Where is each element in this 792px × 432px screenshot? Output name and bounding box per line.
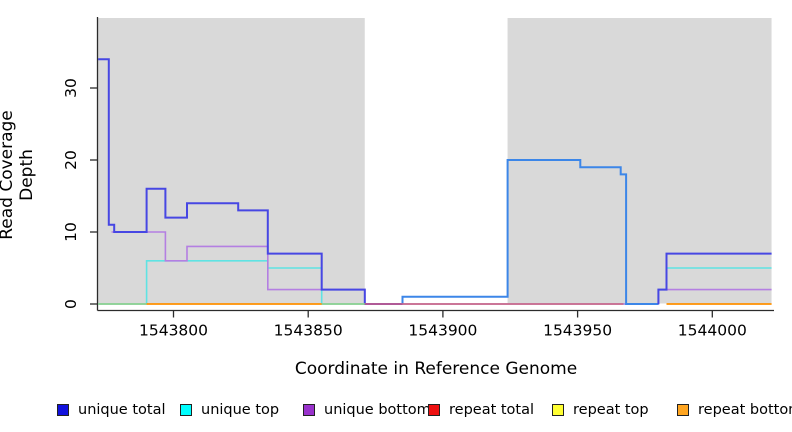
legend-swatch-unique-bottom	[303, 404, 315, 416]
x-tick-label: 1543800	[139, 322, 208, 340]
legend-swatch-repeat-bottom	[677, 404, 689, 416]
legend-label: repeat top	[573, 402, 649, 418]
legend-swatch-repeat-top	[552, 404, 564, 416]
legend: unique total unique top unique bottom repea…	[0, 400, 792, 422]
legend-item-unique-bottom: unique bottom	[303, 400, 431, 420]
series-line-unique-total	[657, 252, 772, 304]
x-tick-label: 1543900	[408, 322, 477, 340]
x-tick-label: 1543950	[543, 322, 612, 340]
legend-item-unique-top: unique top	[180, 400, 279, 420]
legend-label: repeat bottom	[698, 402, 792, 418]
y-tick-label: 0	[62, 299, 80, 309]
legend-label: unique bottom	[324, 402, 431, 418]
series-line-unique-total	[401, 159, 659, 305]
chart-canvas: 1543800 1543850 1543900 1543950 1544000 0 10 20…	[62, 17, 774, 340]
legend-label: repeat total	[449, 402, 535, 418]
series-line-unique-total	[98, 58, 403, 305]
legend-swatch-unique-top	[180, 404, 192, 416]
y-tick-label: 30	[62, 78, 80, 98]
x-tick-label: 1543850	[274, 322, 343, 340]
legend-item-repeat-total: repeat total	[428, 400, 534, 420]
x-axis-title: Coordinate in Reference Genome	[294, 359, 578, 379]
y-tick-label: 10	[62, 222, 80, 242]
legend-item-repeat-top: repeat top	[552, 400, 649, 420]
y-tick-label: 20	[62, 150, 80, 170]
legend-swatch-repeat-total	[428, 404, 440, 416]
x-tick-label: 1544000	[678, 322, 747, 340]
legend-label: unique top	[201, 402, 280, 418]
legend-label: unique total	[78, 402, 166, 418]
shaded-region-1	[98, 18, 365, 304]
legend-swatch-unique-total	[57, 404, 69, 416]
y-axis-title: Read Coverage Depth	[0, 110, 37, 240]
legend-item-repeat-bottom: repeat bottom	[677, 400, 792, 420]
legend-item-unique-total: unique total	[57, 400, 166, 420]
